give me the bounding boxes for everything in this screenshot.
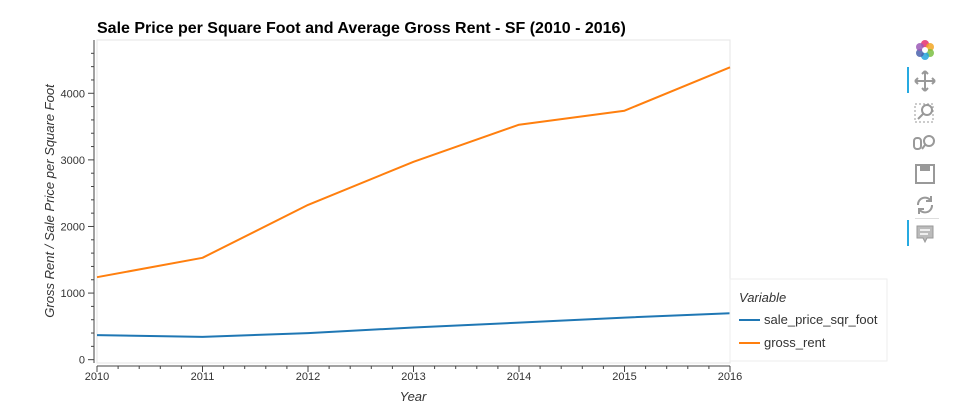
plot-frame [96, 39, 731, 364]
save-tool[interactable] [905, 160, 945, 186]
x-tick-label: 2012 [296, 371, 320, 383]
y-axis-title: Gross Rent / Sale Price per Square Foot [42, 83, 57, 318]
series-lines [96, 66, 731, 338]
legend-label-sale-price: sale_price_sqr_foot [764, 312, 878, 327]
bokeh-logo-icon[interactable] [905, 36, 945, 62]
legend-title: Variable [739, 290, 786, 305]
hover-tool[interactable] [905, 220, 945, 246]
y-tick-label: 4000 [61, 88, 85, 100]
x-tick-label: 2013 [401, 371, 425, 383]
pan-icon [914, 70, 936, 92]
toolbar-divider [915, 218, 939, 219]
wheel-zoom-tool[interactable] [905, 129, 945, 155]
x-axis-title: Year [400, 389, 427, 404]
x-tick-label: 2015 [612, 371, 636, 383]
series-line-sale_price_sqr_foot [96, 312, 731, 338]
legend-label-gross-rent: gross_rent [764, 335, 826, 350]
pan-tool[interactable] [905, 67, 945, 93]
chart-title: Sale Price per Square Foot and Average G… [97, 20, 626, 37]
save-icon [915, 164, 935, 184]
reset-tool[interactable] [905, 191, 945, 217]
hover-icon [916, 225, 934, 244]
x-tick-label: 2014 [507, 371, 531, 383]
y-tick-label: 0 [79, 355, 85, 367]
y-tick-label: 1000 [61, 288, 85, 300]
box-zoom-icon [914, 103, 934, 123]
reset-icon [917, 196, 933, 214]
series-line-gross_rent [96, 66, 731, 279]
chart-toolbar [905, 36, 945, 256]
x-tick-label: 2016 [718, 371, 742, 383]
legend: Variable sale_price_sqr_foot gross_rent [729, 278, 888, 362]
box-zoom-tool[interactable] [905, 98, 945, 124]
x-tick-label: 2010 [85, 371, 109, 383]
y-tick-label: 3000 [61, 155, 85, 167]
x-tick-label: 2011 [191, 371, 215, 383]
y-tick-label: 2000 [61, 221, 85, 233]
axes: 0 1000 2000 3000 4000 2010 2011 2012 2013 2014 201… [61, 40, 742, 383]
wheel-zoom-icon [913, 135, 935, 150]
